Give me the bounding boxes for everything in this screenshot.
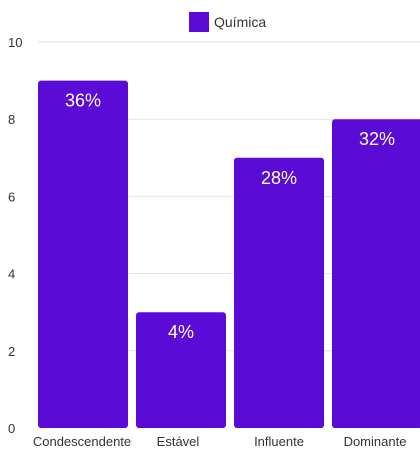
bar-dominante	[332, 119, 420, 428]
legend-label: Química	[214, 14, 266, 30]
bar-condescendente	[38, 80, 128, 428]
x-tick-label: Influente	[254, 434, 304, 449]
data-label: 28%	[261, 168, 297, 188]
bar-influente	[234, 157, 324, 429]
y-tick-label: 2	[8, 344, 15, 359]
x-tick-label: Condescendente	[33, 434, 131, 449]
y-tick-label: 8	[8, 112, 15, 127]
bar-estável	[136, 312, 226, 428]
data-label: 4%	[168, 322, 194, 342]
legend-swatch	[189, 12, 209, 32]
y-tick-label: 0	[8, 421, 15, 436]
y-tick-label: 10	[8, 35, 22, 50]
data-labels: 36% 4% 28% 32%	[65, 91, 395, 343]
x-axis-ticks: Condescendente Estável Influente Dominante	[33, 434, 407, 449]
bars	[38, 80, 420, 429]
legend: Química	[189, 12, 266, 32]
data-label: 36%	[65, 91, 101, 111]
y-tick-label: 4	[8, 267, 15, 282]
data-label: 32%	[359, 129, 395, 149]
x-tick-label: Dominante	[344, 434, 407, 449]
x-tick-label: Estável	[157, 434, 200, 449]
y-tick-label: 6	[8, 189, 15, 204]
y-axis-ticks: 0 2 4 6 8 10	[8, 35, 22, 436]
